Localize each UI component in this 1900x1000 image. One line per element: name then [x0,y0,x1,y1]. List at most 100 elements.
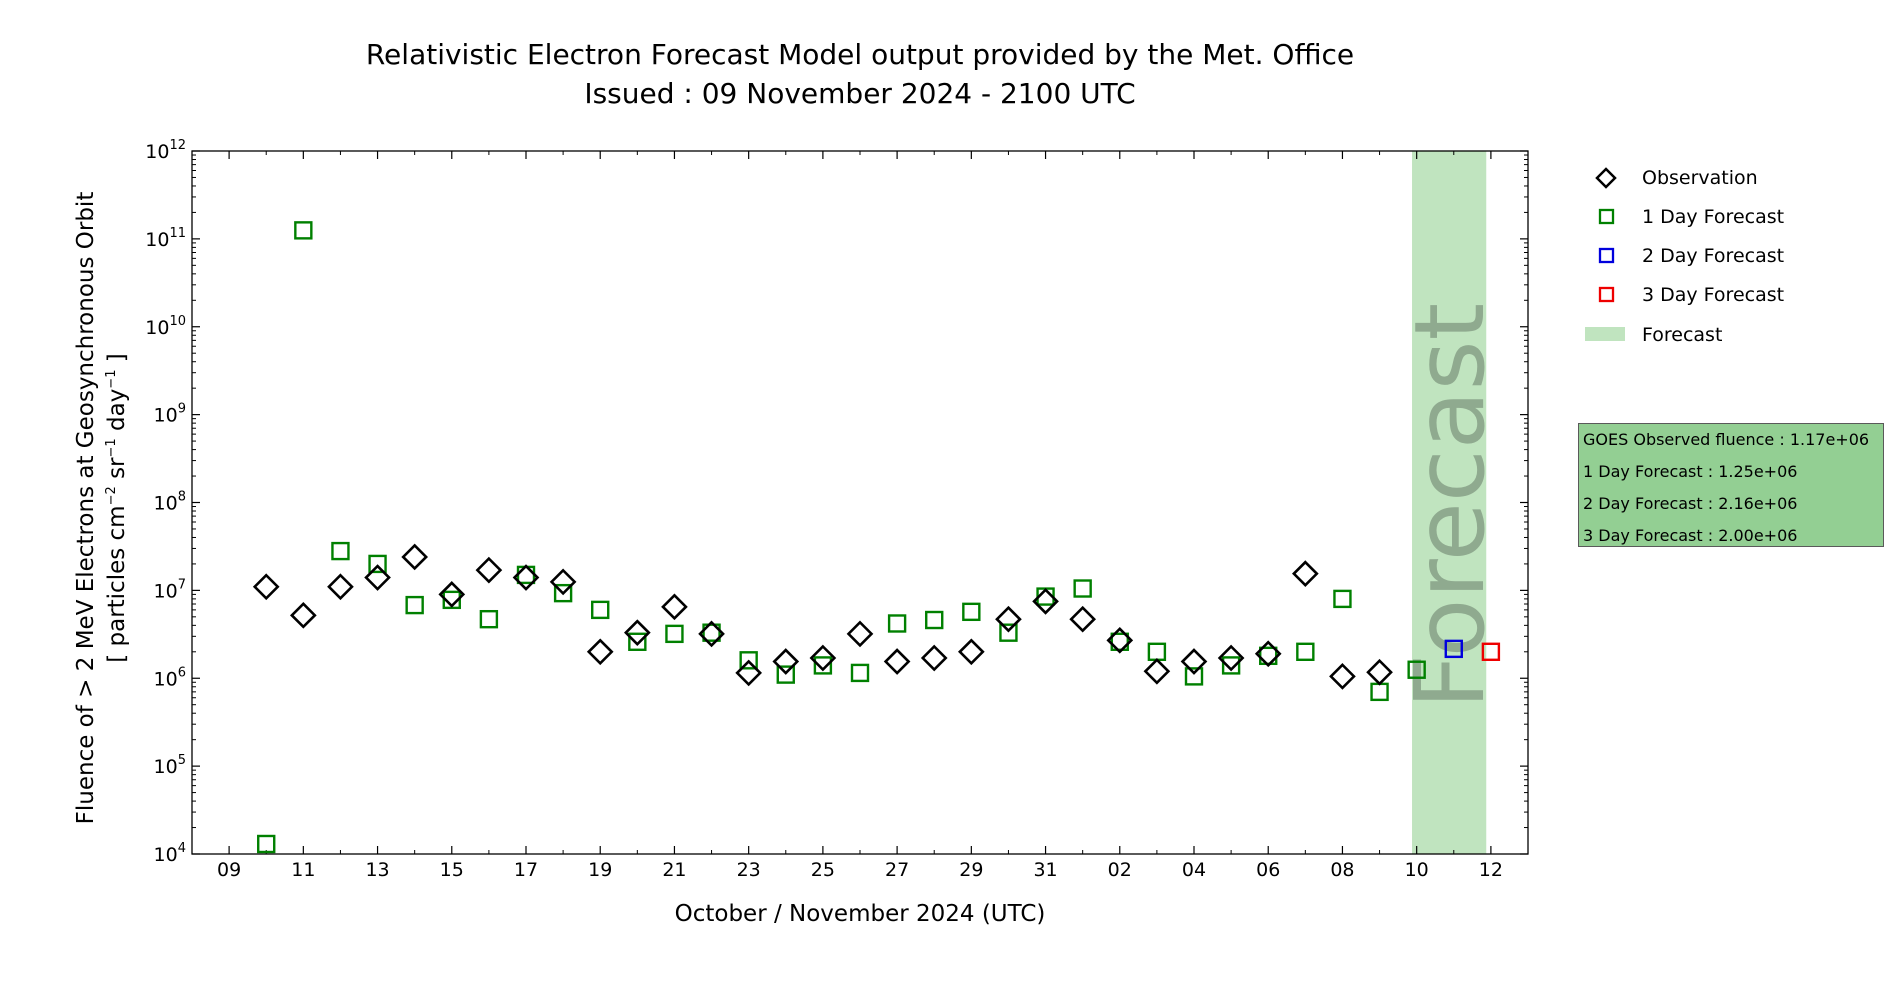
chart-subtitle: Issued : 09 November 2024 - 2100 UTC [584,77,1135,110]
forecast-1day-point [702,623,721,642]
forecast-band [1412,151,1487,854]
ylabel-part-1: [ particles cm [104,505,130,662]
ylabel-part-5: day [104,389,130,439]
y-ticks: 104 105 106 107 108 109 1010 1011 1012 [145,138,1528,866]
legend-2day-label: 2 Day Forecast [1642,245,1784,267]
forecast-1day-point [1073,579,1092,598]
observation-point [1329,663,1356,690]
forecast-1day-point [628,632,647,651]
fluence-info-box: GOES Observed fluence : 1.17e+06 1 Day F… [1578,423,1884,547]
x-tick-label: 29 [959,859,983,881]
observation-point [883,648,911,675]
forecast-1day-point [813,656,833,675]
forecast-1day-point [1333,589,1352,609]
observation-point [623,619,651,647]
legend-forecast-swatch [1585,327,1625,341]
x-tick-label: 17 [514,859,538,881]
x-tick-label: 13 [365,859,389,881]
y-axis-label-line1: Fluence of > 2 MeV Electrons at Geosynch… [73,192,99,825]
x-tick-label: 02 [1108,859,1132,881]
ylabel-part-7: ] [104,353,130,369]
x-tick-label: 25 [811,859,835,881]
x-tick-label: 19 [588,859,612,881]
ylabel-part-2: −2 [104,486,119,505]
info-1day-forecast: 1 Day Forecast : 1.25e+06 [1583,462,1798,481]
observation-point [289,601,317,629]
forecast-1day-point [887,614,907,633]
observation-point [252,573,280,601]
y-axis-label-line2: [ particles cm−2 sr−1 day−1 ] [104,353,130,663]
observation-point [438,581,466,608]
observation-point [512,564,540,591]
forecast-1day-point [925,610,944,630]
observation-point [1069,605,1097,633]
x-tick-label: 23 [737,859,761,881]
forecast-1day-point [294,221,313,240]
observation-point [957,638,985,666]
y-tick-label: 105 [154,753,186,778]
x-tick-label: 10 [1405,859,1429,881]
forecast-1day-point [1296,642,1315,661]
forecast-1day-point [776,665,795,684]
x-tick-label: 08 [1330,859,1354,881]
observation-point [809,644,837,672]
observation-point [735,659,763,687]
forecast-1day-point [665,624,684,644]
observation-point [1106,627,1134,654]
forecast-1day-point [591,600,610,620]
observation-point [1217,644,1245,672]
x-tick-label: 11 [291,859,315,881]
x-tick-label: 09 [217,859,241,881]
forecast-1day-point [257,834,276,854]
x-tick-label: 06 [1256,859,1280,881]
legend-forecast-label: Forecast [1642,324,1722,346]
forecast-band-label: Forecast [1394,303,1506,709]
observation-point [1143,657,1171,685]
info-3day-forecast: 3 Day Forecast : 2.00e+06 [1583,526,1798,545]
legend-1day-label: 1 Day Forecast [1642,206,1784,228]
observation-point [1366,658,1393,686]
legend: Observation 1 Day Forecast 2 Day Forecas… [1585,167,1784,346]
legend-observation-label: Observation [1642,167,1758,189]
x-tick-label: 31 [1033,859,1057,881]
forecast-1day-point [442,590,461,610]
ylabel-part-4: −1 [104,438,119,457]
observation-point [586,638,614,666]
forecast-1day-point [1370,682,1389,702]
y-tick-label: 1010 [145,314,186,339]
observation-point [698,620,725,648]
forecast-1day-point [962,602,981,622]
observation-point [401,543,429,571]
x-ticks: 09 11 13 15 17 19 21 23 25 27 29 31 02 04 06 08 10 12 [191,151,1529,881]
y-tick-label: 107 [154,577,186,602]
forecast-1day-point [999,623,1018,642]
forecast-1day-point [516,565,536,585]
forecast-3day-point [1481,642,1501,661]
legend-observation-marker [1595,167,1617,189]
forecast-band-layer: Forecast [1394,151,1506,854]
x-tick-label: 27 [885,859,909,881]
legend-3day-label: 3 Day Forecast [1642,284,1784,306]
forecast-1day-point [1110,632,1129,651]
legend-2day-marker [1598,247,1615,264]
forecast-1day-point [739,651,758,670]
observation-point [1291,560,1319,587]
y-tick-label: 108 [154,490,186,515]
forecast-1day-point [1184,667,1204,686]
observation-point [1254,640,1282,668]
forecast-1day-point [1221,656,1241,675]
y-tick-label: 1012 [145,138,186,163]
forecast-1day-point [368,554,387,574]
observation-point [995,605,1022,633]
forecast-1day-point [479,609,499,629]
forecast-1day-point [553,583,573,603]
observation-point [920,644,948,672]
info-2day-forecast: 2 Day Forecast : 2.16e+06 [1583,494,1798,513]
info-goes-observed: GOES Observed fluence : 1.17e+06 [1583,430,1870,449]
observation-point [475,556,503,584]
observation-point [1032,588,1059,615]
x-tick-label: 12 [1479,859,1503,881]
ylabel-part-3: sr [104,457,130,486]
forecast-1day-point [1147,642,1167,661]
